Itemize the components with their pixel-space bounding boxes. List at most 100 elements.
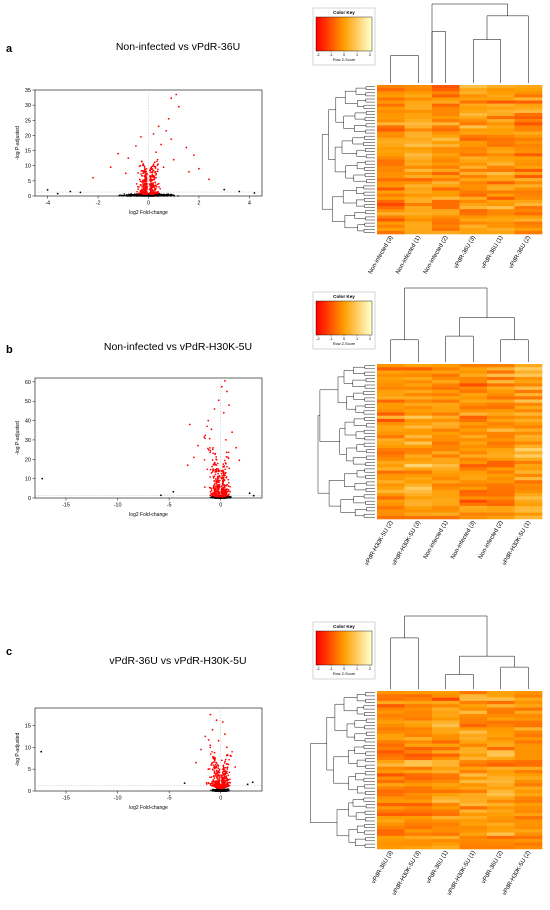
heatmap-cell: [377, 464, 405, 468]
heatmap-cell: [459, 122, 488, 126]
row-dendrogram: [310, 692, 375, 848]
heatmap-cell: [377, 483, 405, 488]
significant-point: [151, 179, 154, 182]
significant-point: [172, 158, 175, 161]
heatmap-cell: [487, 171, 515, 176]
heatmap-cell: [377, 727, 405, 731]
dendrogram-branch: [364, 771, 375, 776]
heatmap-cell: [487, 470, 515, 475]
data-point: [172, 490, 175, 493]
significant-point: [209, 746, 212, 749]
color-key-swatch: [365, 301, 367, 335]
heatmap-cell: [514, 444, 543, 449]
heatmap-cell: [432, 112, 460, 117]
significant-point: [145, 170, 148, 173]
significant-point: [220, 759, 223, 762]
significant-point: [210, 489, 213, 492]
heatmap-cell: [377, 94, 405, 98]
heatmap-cell: [514, 753, 543, 758]
heatmap-cell: [514, 112, 543, 117]
significant-point: [145, 167, 148, 170]
heatmap-cell: [487, 845, 515, 850]
heatmap-cell: [377, 444, 405, 449]
heatmap-cell: [459, 700, 488, 705]
heatmap-cell: [432, 746, 460, 751]
column-label: vPdR-36U (1): [481, 235, 505, 270]
heatmap-cell: [404, 691, 433, 695]
heatmap-cell: [514, 168, 543, 173]
significant-point: [225, 439, 227, 441]
significant-point: [227, 488, 230, 491]
dendrogram-branch: [365, 764, 375, 769]
dendrogram-branch: [365, 378, 375, 383]
dendrogram-branch: [356, 825, 365, 833]
heatmap-cell: [487, 842, 515, 847]
column-dendrogram: [390, 287, 529, 362]
significant-point: [204, 735, 207, 738]
heatmap-cell: [487, 215, 515, 219]
heatmap-cell: [404, 799, 433, 804]
significant-point: [124, 172, 127, 175]
heatmap-cell: [432, 425, 460, 429]
significant-point: [216, 483, 218, 486]
heatmap-cell: [432, 393, 460, 397]
column-label: vPdR-H30K-5U (3): [392, 850, 422, 897]
heatmap-cell: [487, 806, 515, 810]
heatmap-cell: [514, 405, 543, 410]
heatmap-cell: [377, 431, 405, 436]
significant-point: [188, 423, 191, 426]
dendrogram-branch: [390, 637, 419, 689]
heatmap-cell: [459, 743, 488, 748]
heatmap-cell: [487, 435, 515, 439]
significant-point: [217, 770, 220, 773]
y-tick-label: 10: [25, 164, 31, 170]
heatmap-cell: [404, 165, 433, 170]
heatmap-cell: [404, 464, 433, 468]
heatmap-cell: [514, 380, 543, 384]
heatmap-cell: [514, 789, 543, 794]
column-label: vPdR-H30K-5U (2): [502, 850, 532, 897]
significant-point: [220, 385, 223, 388]
heatmap-cell: [514, 119, 543, 123]
heatmap-cell: [432, 364, 460, 368]
color-key-swatch: [346, 631, 349, 665]
heatmap-cell: [487, 825, 515, 830]
dendrogram-branch: [353, 174, 367, 182]
significant-point: [217, 399, 220, 402]
heatmap-cell: [404, 789, 433, 794]
heatmap-cell: [487, 444, 515, 449]
significant-point: [207, 449, 210, 451]
dendrogram-branch: [364, 198, 375, 202]
significant-point: [141, 164, 144, 166]
heatmap-cell: [514, 707, 543, 712]
heatmap-cell: [404, 839, 433, 843]
heatmap-cell: [377, 91, 405, 95]
heatmap-cell: [377, 373, 405, 378]
heatmap-cell: [432, 418, 460, 423]
significant-point: [212, 780, 214, 783]
significant-point: [154, 191, 157, 194]
significant-point: [224, 733, 226, 736]
color-key-swatch: [345, 301, 348, 335]
panel-a: a Non-infected vs vPdR-36U -4 -2 0 2 4051015…: [6, 3, 543, 275]
heatmap-cell: [459, 786, 488, 791]
significant-point: [216, 786, 219, 789]
heatmap-cell: [459, 502, 488, 507]
heatmap-cell: [404, 159, 433, 163]
significant-point: [216, 481, 218, 484]
heatmap-cell: [487, 380, 515, 384]
color-key-swatch: [356, 631, 359, 665]
heatmap-cell: [404, 227, 433, 232]
heatmap-cell: [514, 746, 543, 751]
heatmap-cell: [487, 515, 515, 520]
heatmap-cell: [404, 723, 433, 728]
data-point: [213, 789, 215, 791]
heatmap-cell: [514, 691, 543, 695]
significant-point: [159, 187, 162, 190]
dendrogram-branch: [357, 224, 365, 232]
significant-point: [217, 488, 220, 491]
significant-point: [142, 181, 144, 184]
heatmap-cell: [459, 704, 488, 708]
heatmap-c: vPdR-36U (3)vPdR-H30K-5U (3) vPdR-36U (1)…: [310, 615, 543, 897]
